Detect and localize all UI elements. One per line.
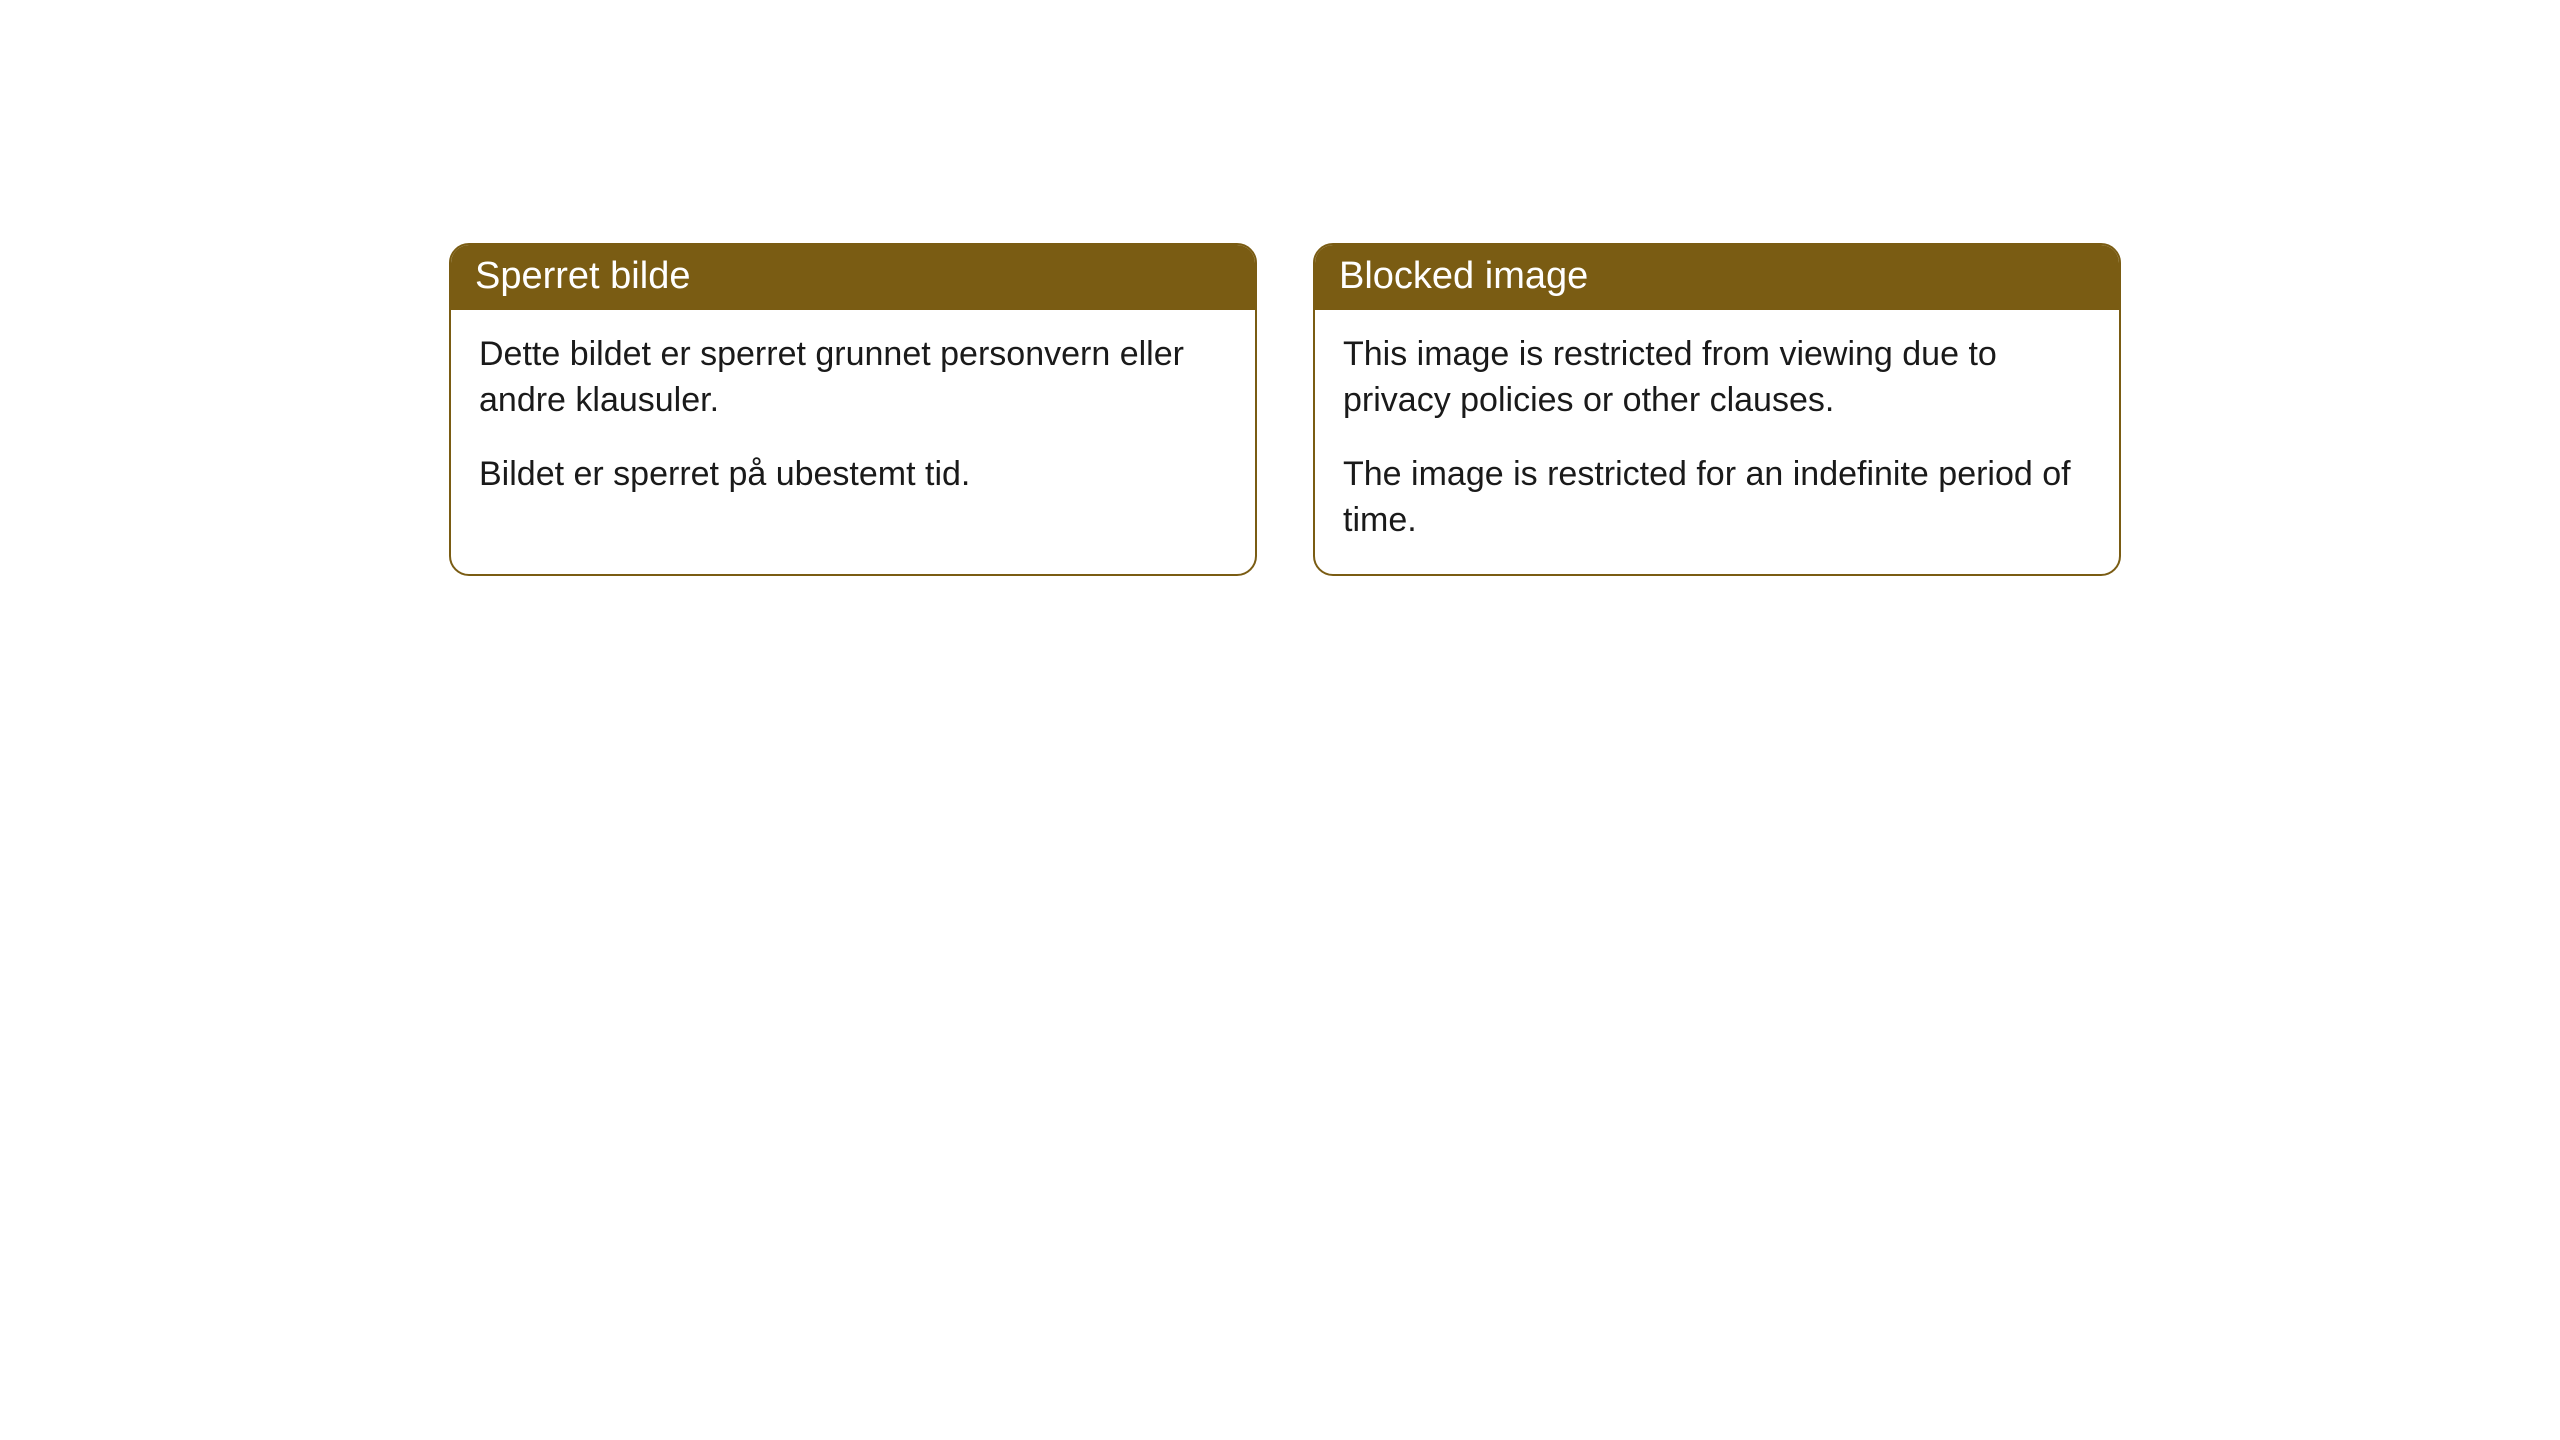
card-title: Sperret bilde (451, 245, 1255, 310)
card-body: This image is restricted from viewing du… (1315, 310, 2119, 574)
notice-card-norwegian: Sperret bilde Dette bildet er sperret gr… (449, 243, 1257, 576)
card-paragraph: Dette bildet er sperret grunnet personve… (479, 332, 1227, 424)
notice-card-english: Blocked image This image is restricted f… (1313, 243, 2121, 576)
card-paragraph: The image is restricted for an indefinit… (1343, 452, 2091, 544)
card-paragraph: Bildet er sperret på ubestemt tid. (479, 452, 1227, 498)
card-paragraph: This image is restricted from viewing du… (1343, 332, 2091, 424)
card-title: Blocked image (1315, 245, 2119, 310)
notice-cards-container: Sperret bilde Dette bildet er sperret gr… (0, 0, 2560, 576)
card-body: Dette bildet er sperret grunnet personve… (451, 310, 1255, 528)
